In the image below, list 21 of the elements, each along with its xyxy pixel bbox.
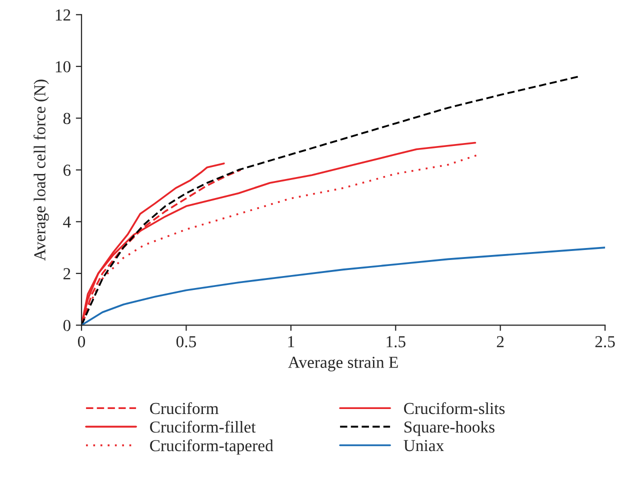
legend-label: Uniax — [404, 440, 444, 452]
legend-label: Cruciform — [150, 402, 219, 414]
x-tick-label: 0.5 — [176, 336, 196, 348]
x-tick-label: 2.5 — [595, 336, 615, 348]
y-tick-label: 10 — [56, 61, 70, 72]
y-tick-label: 0 — [63, 320, 70, 332]
x-tick-label: 0 — [78, 336, 86, 348]
y-axis-title: Average load cell force (N) — [34, 80, 49, 261]
x-axis-title: Average strain E — [288, 356, 398, 372]
y-tick-label: 6 — [63, 164, 71, 176]
y-tick-label: 4 — [63, 216, 71, 228]
y-tick-label: 2 — [63, 268, 70, 280]
y-tick-label: 8 — [63, 112, 70, 124]
legend-label: Square-hooks — [404, 420, 494, 436]
legend-label: Cruciform-tapered — [150, 439, 274, 455]
x-tick-label: 1.5 — [386, 336, 406, 348]
legend-label: Cruciform-fillet — [150, 420, 256, 433]
y-tick-label: 12 — [56, 9, 70, 20]
x-tick-label: 2 — [496, 336, 504, 348]
x-tick-label: 1 — [288, 336, 294, 348]
legend-label: Cruciform-slits — [404, 402, 505, 414]
